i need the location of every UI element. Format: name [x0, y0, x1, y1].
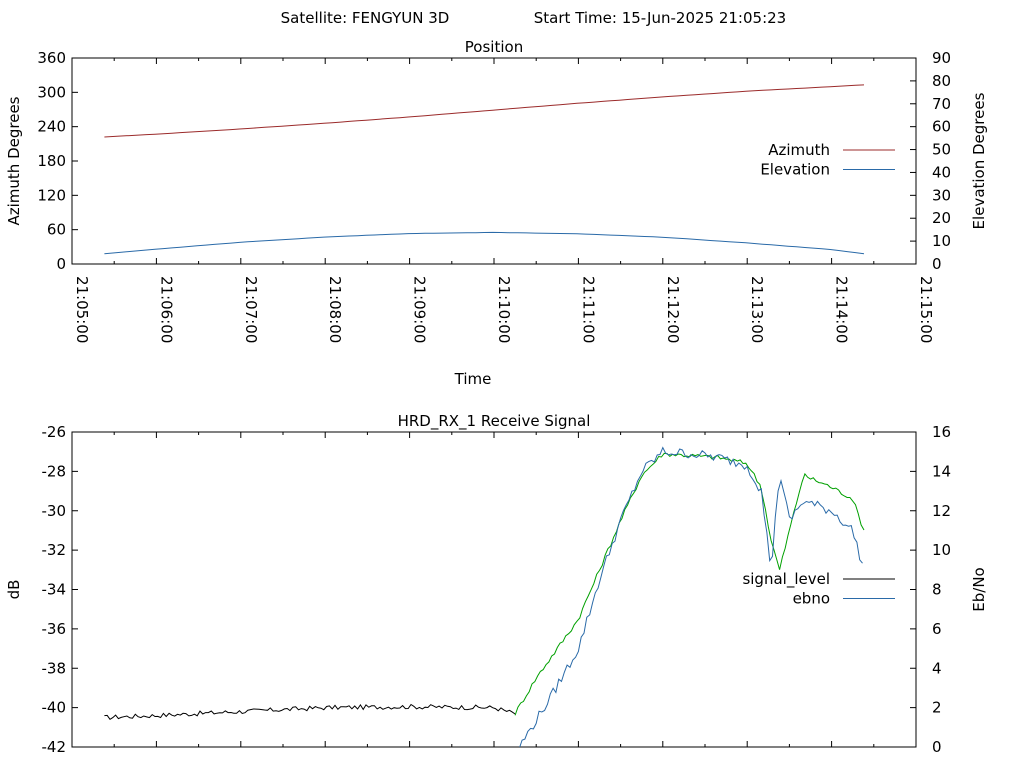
y2-tick-label: 20: [932, 209, 951, 227]
series-line-ebno: [519, 446, 863, 747]
y-tick-label: -26: [42, 423, 67, 441]
y-tick-label: -36: [42, 620, 67, 638]
y2-tick-label: 90: [932, 49, 951, 67]
y-tick-label: -30: [42, 502, 67, 520]
y2-tick-label: 50: [932, 141, 951, 159]
x-tick-label: 21:08:00: [326, 276, 344, 343]
y-tick-label: -38: [42, 659, 67, 677]
y2-tick-label: 6: [932, 620, 942, 638]
y2-tick-label: 10: [932, 232, 951, 250]
y2-tick-label: 80: [932, 72, 951, 90]
legend-label: signal_level: [742, 570, 830, 589]
y-tick-label: 240: [37, 118, 66, 136]
position-chart: Position 0 60 120 180 240 300 360 0 10 20 30 40 50 60 7…: [5, 38, 988, 388]
y-tick-label: 0: [56, 255, 66, 273]
y2-tick-label: 14: [932, 462, 951, 480]
y2-tick-label: 30: [932, 186, 951, 204]
series-line-Azimuth: [104, 84, 865, 138]
y-tick-label: 60: [47, 221, 66, 239]
y2-tick-label: 70: [932, 95, 951, 113]
y-tick-label: -42: [42, 738, 67, 756]
y2-tick-label: 0: [932, 738, 942, 756]
y-tick-label: 300: [37, 83, 66, 101]
x-tick-label: 21:14:00: [833, 276, 851, 343]
y2-tick-label: 40: [932, 163, 951, 181]
series-group: [104, 84, 865, 255]
y-tick-label: -34: [42, 581, 67, 599]
y-tick-label: 120: [37, 186, 66, 204]
y2-tick-label: 0: [932, 255, 942, 273]
x-tick-label: 21:05:00: [73, 276, 91, 343]
x-tick-label: 21:07:00: [242, 276, 260, 343]
y2-tick-label: 60: [932, 118, 951, 136]
y-tick-label: 180: [37, 152, 66, 170]
x-tick-label: 21:12:00: [664, 276, 682, 343]
legend-label: Azimuth: [768, 141, 830, 159]
x-tick-label: 21:09:00: [411, 276, 429, 343]
y2-axis-label: Elevation Degrees: [970, 92, 988, 229]
y-tick-label: -28: [42, 462, 67, 480]
satellite-label: Satellite: FENGYUN 3D: [281, 9, 450, 27]
receive-signal-chart: HRD_RX_1 Receive Signal -42 -40 -38 -36 -34 -3…: [5, 412, 988, 756]
legend-label: Elevation: [760, 161, 830, 179]
plot-frame: [71, 431, 917, 748]
x-tick-label: 21:11:00: [579, 276, 597, 343]
series-group: [104, 446, 865, 747]
y2-tick-label: 16: [932, 423, 951, 441]
x-tick-label: 21:10:00: [495, 276, 513, 343]
y2-tick-label: 12: [932, 502, 951, 520]
y-tick-label: 360: [37, 49, 66, 67]
y2-tick-label: 8: [932, 581, 942, 599]
y-axis-label: dB: [5, 580, 23, 600]
y-tick-label: -32: [42, 541, 67, 559]
legend-label: ebno: [793, 590, 830, 608]
y2-tick-label: 2: [932, 699, 942, 717]
y-axis-label: Azimuth Degrees: [5, 96, 23, 225]
y2-tick-label: 10: [932, 541, 951, 559]
chart-title: HRD_RX_1 Receive Signal: [398, 412, 591, 431]
y2-axis-label: Eb/No: [970, 567, 988, 611]
chart-title: Position: [465, 38, 523, 56]
x-tick-label: 21:06:00: [157, 276, 175, 343]
x-axis-label: Time: [454, 370, 492, 388]
x-tick-label: 21:13:00: [748, 276, 766, 343]
x-tick-label: 21:15:00: [917, 276, 935, 343]
series-line-signal_level: [104, 703, 516, 720]
y-tick-label: -40: [42, 699, 67, 717]
start-time-label: Start Time: 15-Jun-2025 21:05:23: [534, 9, 786, 27]
y2-tick-label: 4: [932, 659, 942, 677]
series-line-Elevation: [104, 231, 865, 255]
